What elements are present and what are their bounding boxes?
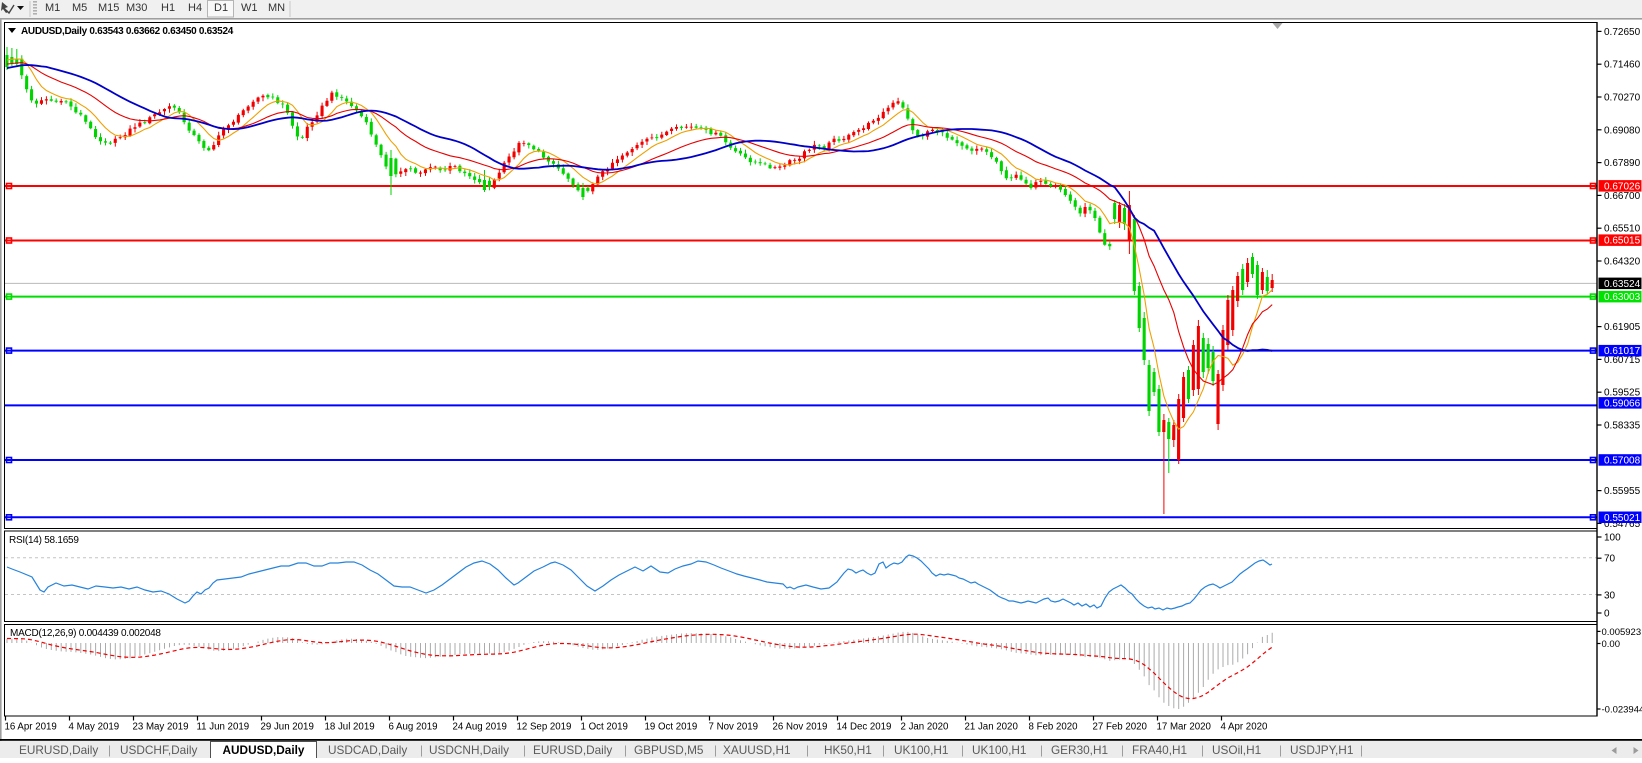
svg-text:7 Nov 2019: 7 Nov 2019 <box>709 722 759 733</box>
svg-text:0.61905: 0.61905 <box>1604 322 1641 333</box>
svg-text:0.65015: 0.65015 <box>1604 236 1641 247</box>
svg-text:AUDUSD,Daily 0.63543 0.63662: AUDUSD,Daily 0.63543 0.63662 0.63450 0.6… <box>21 26 234 37</box>
svg-text:26 Nov 2019: 26 Nov 2019 <box>773 722 828 733</box>
svg-text:0.58335: 0.58335 <box>1604 421 1641 432</box>
svg-text:30: 30 <box>1604 590 1616 601</box>
svg-text:0.70270: 0.70270 <box>1604 93 1641 104</box>
svg-text:-0.023944: -0.023944 <box>1602 704 1642 715</box>
svg-text:0.72650: 0.72650 <box>1604 27 1641 38</box>
svg-text:0.63003: 0.63003 <box>1604 292 1641 303</box>
svg-text:0.55021: 0.55021 <box>1604 513 1641 524</box>
svg-text:23 May 2019: 23 May 2019 <box>133 722 189 733</box>
svg-text:1 Oct 2019: 1 Oct 2019 <box>581 722 628 733</box>
svg-text:4 May 2019: 4 May 2019 <box>69 722 120 733</box>
svg-text:14 Dec 2019: 14 Dec 2019 <box>837 722 892 733</box>
svg-text:0.67890: 0.67890 <box>1604 158 1641 169</box>
svg-text:27 Feb 2020: 27 Feb 2020 <box>1093 722 1148 733</box>
svg-text:0.59525: 0.59525 <box>1604 388 1641 399</box>
svg-text:0.65510: 0.65510 <box>1604 224 1641 235</box>
svg-text:18 Jul 2019: 18 Jul 2019 <box>325 722 375 733</box>
svg-text:6 Aug 2019: 6 Aug 2019 <box>389 722 438 733</box>
svg-text:24 Aug 2019: 24 Aug 2019 <box>453 722 507 733</box>
svg-text:2 Jan 2020: 2 Jan 2020 <box>901 722 950 733</box>
svg-text:29 Jun 2019: 29 Jun 2019 <box>261 722 314 733</box>
svg-text:100: 100 <box>1604 533 1621 544</box>
svg-text:19 Oct 2019: 19 Oct 2019 <box>645 722 698 733</box>
svg-text:17 Mar 2020: 17 Mar 2020 <box>1157 722 1212 733</box>
svg-text:0.71460: 0.71460 <box>1604 60 1641 71</box>
svg-text:0.59066: 0.59066 <box>1604 398 1641 409</box>
svg-text:0.57008: 0.57008 <box>1604 456 1641 467</box>
svg-text:4 Apr 2020: 4 Apr 2020 <box>1221 722 1268 733</box>
svg-text:0.66700: 0.66700 <box>1604 191 1641 202</box>
svg-text:0.64320: 0.64320 <box>1604 257 1641 268</box>
svg-text:12 Sep 2019: 12 Sep 2019 <box>517 722 572 733</box>
svg-text:0.55955: 0.55955 <box>1604 486 1641 497</box>
svg-text:0: 0 <box>1604 609 1610 620</box>
svg-text:0.63524: 0.63524 <box>1604 279 1641 290</box>
svg-text:0.69080: 0.69080 <box>1604 125 1641 136</box>
svg-text:0.61017: 0.61017 <box>1604 346 1641 357</box>
svg-text:21 Jan 2020: 21 Jan 2020 <box>965 722 1019 733</box>
svg-text:0.005923: 0.005923 <box>1602 627 1642 638</box>
svg-text:11 Jun 2019: 11 Jun 2019 <box>197 722 250 733</box>
svg-text:8 Feb 2020: 8 Feb 2020 <box>1029 722 1079 733</box>
svg-text:MACD(12,26,9) 0.004439 0.00204: MACD(12,26,9) 0.004439 0.002048 <box>10 628 161 639</box>
svg-text:16 Apr 2019: 16 Apr 2019 <box>5 722 57 733</box>
svg-text:RSI(14) 58.1659: RSI(14) 58.1659 <box>9 535 79 546</box>
svg-text:70: 70 <box>1604 554 1616 565</box>
svg-text:0.00: 0.00 <box>1602 639 1621 650</box>
svg-text:0.67026: 0.67026 <box>1604 181 1641 192</box>
